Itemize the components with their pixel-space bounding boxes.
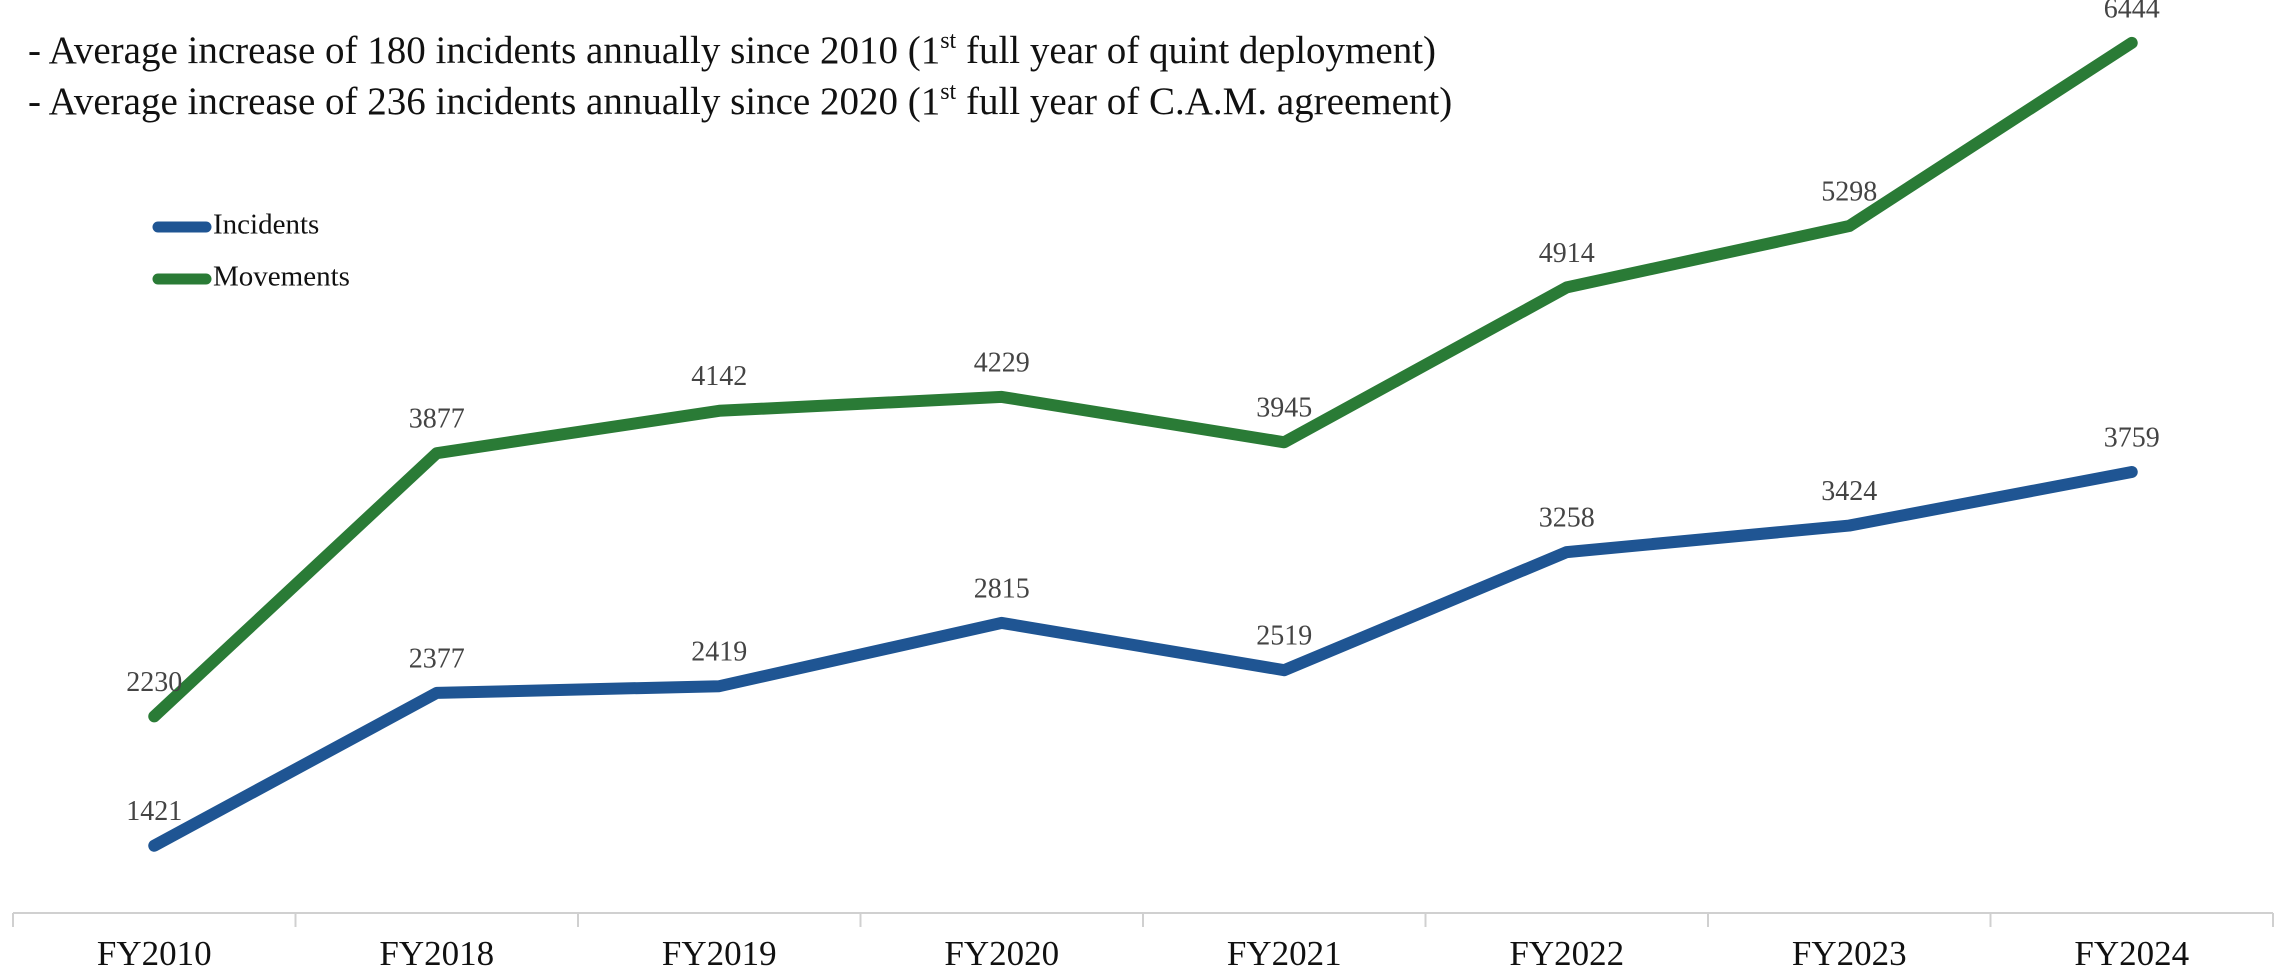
x-tick-label: FY2019	[662, 934, 777, 973]
data-label: 5298	[1821, 176, 1877, 207]
x-tick-label: FY2024	[2074, 934, 2189, 973]
annotation-text: - Average increase of 180 incidents annu…	[28, 29, 940, 72]
x-tick-label: FY2023	[1792, 934, 1907, 973]
x-tick-label: FY2018	[379, 934, 494, 973]
superscript: st	[940, 79, 956, 105]
annotation: - Average increase of 180 incidents annu…	[28, 28, 1436, 72]
data-label: 2815	[974, 573, 1030, 604]
data-label: 3945	[1256, 393, 1312, 424]
data-label: 3877	[409, 404, 465, 435]
line	[148, 36, 2138, 723]
data-label: 6444	[2104, 0, 2160, 24]
data-label: 3258	[1539, 503, 1595, 534]
x-tick-label: FY2022	[1509, 934, 1624, 973]
data-label: 4229	[974, 347, 1030, 378]
x-tick-label: FY2021	[1227, 934, 1342, 973]
legend-label: Incidents	[213, 209, 319, 241]
data-label: 2419	[691, 637, 747, 668]
data-label: 4142	[691, 361, 747, 392]
legend-label: Movements	[213, 261, 350, 293]
annotation-text: - Average increase of 236 incidents annu…	[28, 80, 940, 123]
data-label: 2377	[409, 643, 465, 674]
data-label: 4914	[1539, 238, 1595, 269]
data-label: 2230	[126, 667, 182, 698]
x-tick-label: FY2010	[97, 934, 212, 973]
annotation-text: full year of C.A.M. agreement)	[956, 80, 1452, 123]
data-label: 3759	[2104, 422, 2160, 453]
superscript: st	[940, 28, 956, 54]
line	[148, 466, 2138, 852]
data-label: 1421	[126, 796, 182, 827]
annotation: - Average increase of 236 incidents annu…	[28, 79, 1452, 123]
data-label: 3424	[1821, 476, 1877, 507]
x-tick-label: FY2020	[944, 934, 1059, 973]
annotation-text: full year of quint deployment)	[956, 29, 1436, 72]
data-label: 2519	[1256, 621, 1312, 652]
